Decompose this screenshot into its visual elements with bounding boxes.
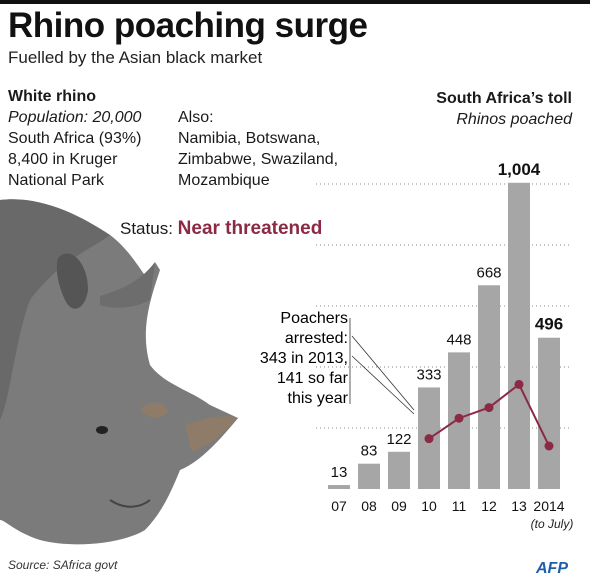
rhino-body <box>0 199 238 545</box>
annotation-line: arrested: <box>285 330 348 347</box>
page-subtitle: Fuelled by the Asian black market <box>8 48 263 67</box>
arrests-point <box>484 403 494 413</box>
x-category-note: (to July) <box>531 517 574 531</box>
bar-value-label: 13 <box>331 464 348 481</box>
annotation-line: 343 in 2013, <box>260 350 348 367</box>
bar <box>328 485 350 489</box>
page-title: Rhino poaching surge <box>8 6 368 45</box>
arrests-point <box>424 434 434 444</box>
annotation-pointer <box>351 335 415 411</box>
status-line: Status: Near threatened <box>120 218 322 240</box>
chart-bars <box>328 182 560 489</box>
chart-subtitle: Rhinos poached <box>456 111 572 128</box>
status-label: Status: <box>120 219 173 238</box>
bar-value-label: 448 <box>446 331 471 348</box>
bar <box>478 285 500 489</box>
x-tick-label: 13 <box>511 498 527 514</box>
x-tick-label: 2014 <box>533 498 564 514</box>
arrests-point <box>454 413 464 423</box>
x-tick-label: 09 <box>391 498 407 514</box>
bar <box>388 451 410 489</box>
x-tick-label: 10 <box>421 498 437 514</box>
bar-value-label: 496 <box>535 315 563 334</box>
rhino-shade <box>0 199 110 420</box>
annotation-line: Poachers <box>280 310 348 327</box>
arrests-point <box>514 379 524 389</box>
rhino-horn <box>185 416 238 452</box>
info-line: National Park <box>8 172 105 189</box>
x-tick-label: 07 <box>331 498 347 514</box>
annotation-line: this year <box>288 390 349 407</box>
x-tick-label: 11 <box>452 498 467 514</box>
info-line: 8,400 in Kruger <box>8 151 118 168</box>
info-population: Population: 20,000 <box>8 109 142 126</box>
x-tick-label: 12 <box>481 498 497 514</box>
rhino-illustration <box>0 199 238 545</box>
annotation-line: 141 so far <box>277 370 349 387</box>
rhino-info: White rhino Population: 20,000 South Afr… <box>8 86 141 191</box>
arrests-line-series <box>424 379 554 451</box>
chart-value-labels: 13 83 122 333 448 668 1,004 496 <box>331 160 564 481</box>
also-line: Mozambique <box>178 172 270 189</box>
annotation-pointer <box>351 355 415 415</box>
bar-value-label: 333 <box>416 366 441 383</box>
info-line: South Africa (93%) <box>8 130 142 147</box>
rhino-second-horn <box>140 402 168 418</box>
afp-logo: AFP <box>536 560 568 577</box>
bar <box>538 337 560 489</box>
arrests-annotation: Poachers arrested: 343 in 2013, 141 so f… <box>260 310 415 415</box>
info-heading: White rhino <box>8 88 96 105</box>
chart-title: South Africa’s toll <box>436 90 572 107</box>
rhino-ear <box>56 253 88 309</box>
rhino-eye <box>96 426 108 434</box>
bar-value-label: 668 <box>476 264 501 281</box>
also-line: Zimbabwe, Swaziland, <box>178 151 339 168</box>
bar <box>358 463 380 489</box>
arrests-point <box>544 441 554 451</box>
rhino-mouth <box>109 499 151 508</box>
status-value: Near threatened <box>177 218 323 239</box>
bar <box>508 182 530 489</box>
bar-value-label: 1,004 <box>498 160 541 179</box>
chart-x-labels: 07 08 09 10 11 12 13 2014 <box>331 498 565 514</box>
source-note: Source: SAfrica govt <box>8 558 118 572</box>
also-line: Namibia, Botswana, <box>178 130 321 147</box>
top-rule <box>0 0 590 4</box>
rhino-ear-back <box>100 262 155 308</box>
bar-value-label: 122 <box>386 431 411 448</box>
chart-gridlines <box>316 183 572 429</box>
bar-value-label: 83 <box>361 443 378 460</box>
also-countries: Also: Namibia, Botswana, Zimbabwe, Swazi… <box>178 107 338 191</box>
chart-header: South Africa’s toll Rhinos poached <box>436 88 572 130</box>
x-tick-label: 08 <box>361 498 377 514</box>
also-line: Also: <box>178 109 214 126</box>
